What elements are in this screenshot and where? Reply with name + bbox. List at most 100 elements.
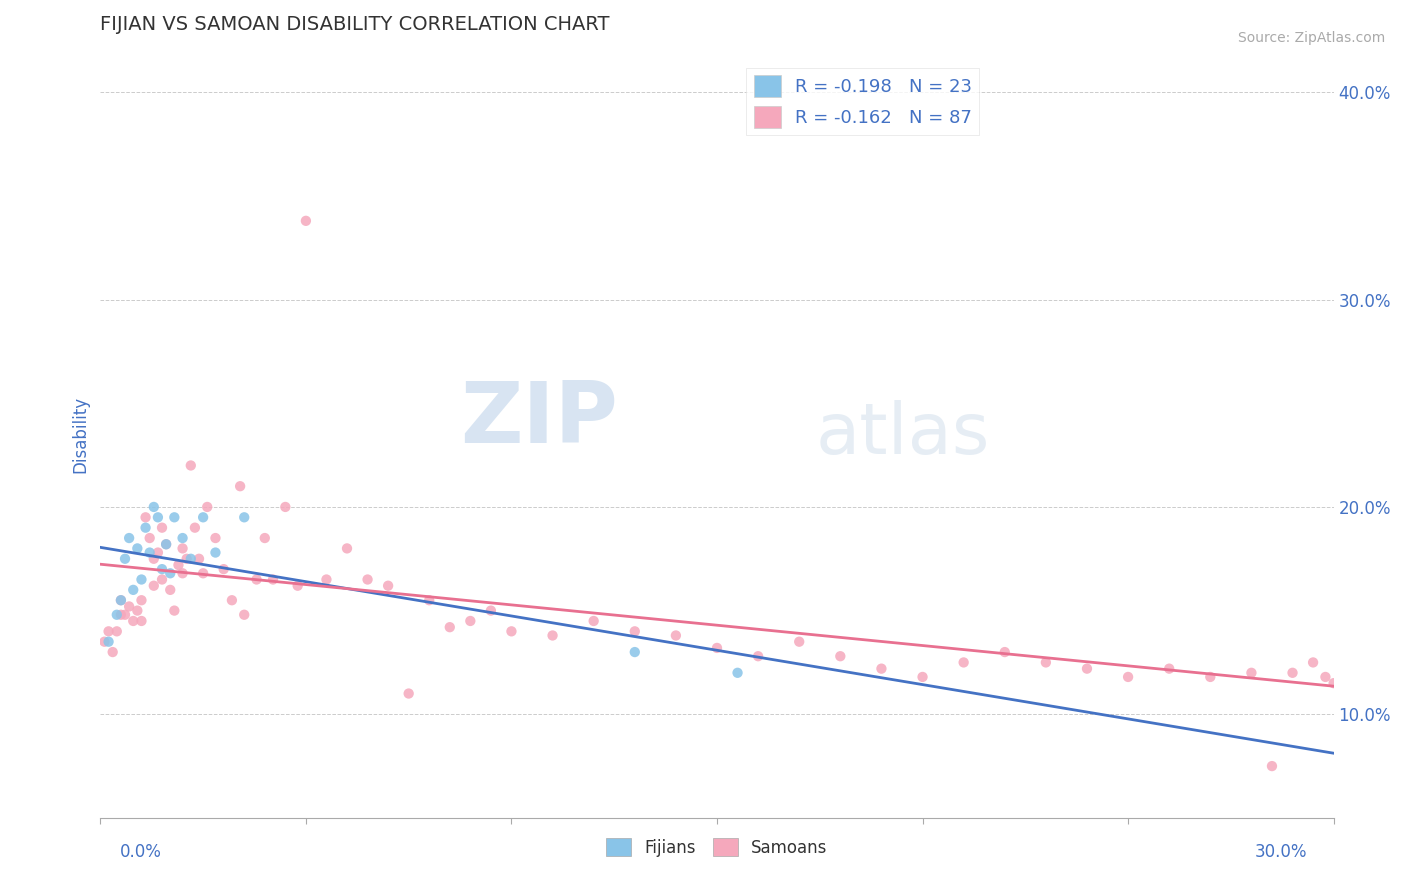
Point <box>159 582 181 597</box>
Point <box>1384 665 1406 680</box>
Point <box>1261 759 1284 773</box>
Point <box>150 521 173 535</box>
Point <box>233 510 256 524</box>
Point <box>105 624 128 639</box>
Text: ZIP: ZIP <box>461 377 619 460</box>
Point <box>172 541 194 556</box>
Point <box>229 479 252 493</box>
Point <box>418 593 440 607</box>
Point <box>747 649 769 664</box>
Point <box>180 458 202 473</box>
Point <box>131 573 153 587</box>
Point <box>1159 662 1181 676</box>
Point <box>191 566 214 581</box>
Point <box>135 510 157 524</box>
Point <box>122 582 145 597</box>
Point <box>460 614 482 628</box>
Point <box>1035 656 1057 670</box>
Point <box>1199 670 1222 684</box>
Point <box>155 537 177 551</box>
Point <box>101 645 124 659</box>
Point <box>1281 665 1303 680</box>
Point <box>180 551 202 566</box>
Point <box>541 628 564 642</box>
Legend: R = -0.198   N = 23, R = -0.162   N = 87: R = -0.198 N = 23, R = -0.162 N = 87 <box>747 68 980 135</box>
Point <box>131 593 153 607</box>
Point <box>1116 670 1139 684</box>
Point <box>233 607 256 622</box>
Point <box>97 634 120 648</box>
Point <box>870 662 893 676</box>
Point <box>830 649 852 664</box>
Point <box>142 551 165 566</box>
Point <box>1076 662 1098 676</box>
Point <box>114 607 136 622</box>
Point <box>150 562 173 576</box>
Point <box>114 551 136 566</box>
Point <box>501 624 523 639</box>
Point <box>377 579 399 593</box>
Point <box>204 531 226 545</box>
Point <box>146 510 169 524</box>
Point <box>582 614 605 628</box>
Text: FIJIAN VS SAMOAN DISABILITY CORRELATION CHART: FIJIAN VS SAMOAN DISABILITY CORRELATION … <box>100 15 610 34</box>
Text: 30.0%: 30.0% <box>1256 843 1308 861</box>
Point <box>142 579 165 593</box>
Point <box>97 624 120 639</box>
Point <box>1315 670 1337 684</box>
Point <box>479 604 502 618</box>
Point <box>110 593 132 607</box>
Point <box>150 573 173 587</box>
Point <box>274 500 297 514</box>
Point <box>212 562 235 576</box>
Point <box>623 624 645 639</box>
Point <box>176 551 198 566</box>
Point <box>172 566 194 581</box>
Point <box>167 558 190 572</box>
Point <box>398 687 420 701</box>
Point <box>952 656 974 670</box>
Point <box>262 573 284 587</box>
Point <box>105 607 128 622</box>
Point <box>1302 656 1324 670</box>
Point <box>159 566 181 581</box>
Text: Source: ZipAtlas.com: Source: ZipAtlas.com <box>1237 31 1385 45</box>
Point <box>127 541 149 556</box>
Point <box>122 614 145 628</box>
Point <box>93 634 115 648</box>
Point <box>706 640 728 655</box>
Point <box>110 607 132 622</box>
Point <box>142 500 165 514</box>
Point <box>1343 670 1365 684</box>
Point <box>1364 676 1386 690</box>
Point <box>188 551 211 566</box>
Point <box>245 573 267 587</box>
Text: 0.0%: 0.0% <box>120 843 162 861</box>
Point <box>127 604 149 618</box>
Point <box>439 620 461 634</box>
Point <box>356 573 378 587</box>
Text: atlas: atlas <box>815 400 990 469</box>
Point <box>994 645 1017 659</box>
Point <box>146 545 169 559</box>
Point <box>787 634 810 648</box>
Point <box>253 531 276 545</box>
Point <box>1323 676 1346 690</box>
Point <box>295 214 318 228</box>
Point <box>221 593 243 607</box>
Point <box>163 604 186 618</box>
Point <box>138 545 160 559</box>
Point <box>110 593 132 607</box>
Point <box>665 628 688 642</box>
Point <box>191 510 214 524</box>
Point <box>195 500 218 514</box>
Point <box>287 579 309 593</box>
Point <box>163 510 186 524</box>
Point <box>1240 665 1263 680</box>
Point <box>623 645 645 659</box>
Y-axis label: Disability: Disability <box>72 396 89 473</box>
Point <box>315 573 337 587</box>
Point <box>118 599 141 614</box>
Point <box>135 521 157 535</box>
Point <box>204 545 226 559</box>
